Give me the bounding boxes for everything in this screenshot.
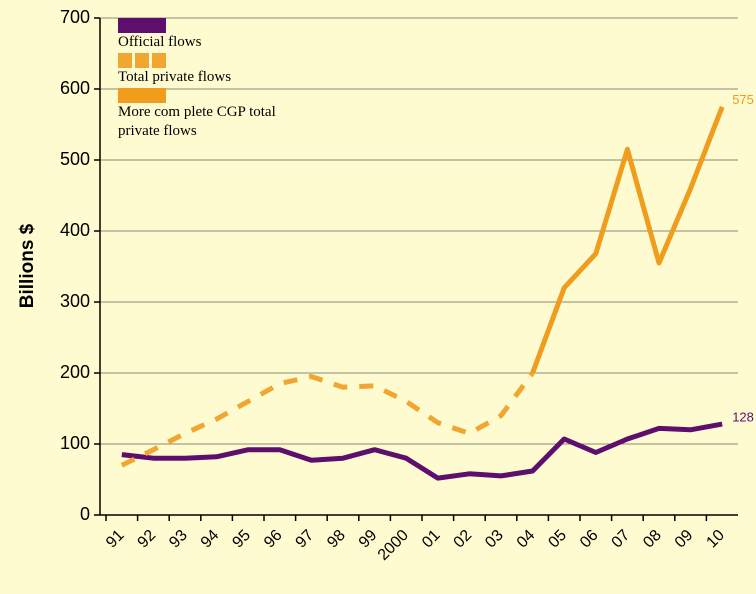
x-tick-label: 94 [198, 527, 223, 552]
x-tick-label: 93 [166, 527, 191, 552]
x-tick-label: 07 [609, 527, 634, 552]
y-tick-label: 500 [60, 149, 90, 169]
legend-swatch [118, 18, 166, 33]
x-tick-label: 04 [514, 527, 539, 552]
x-tick-label: 98 [324, 527, 349, 552]
legend-swatch [118, 53, 166, 68]
value-label: 575 [732, 92, 754, 107]
series-line [121, 421, 723, 481]
value-label: 128 [732, 410, 754, 425]
series-line [530, 105, 725, 374]
x-tick-label: 99 [356, 527, 381, 552]
legend: Official flows Total private flows More co… [118, 18, 308, 142]
x-tick-label: 08 [640, 527, 665, 552]
y-tick-label: 300 [60, 291, 90, 311]
y-tick-label: 700 [60, 7, 90, 27]
legend-label: Total private flows [118, 69, 232, 85]
y-tick-label: 200 [60, 362, 90, 382]
x-tick-label: 01 [419, 527, 444, 552]
x-tick-label: 05 [545, 527, 570, 552]
legend-label: More com plete CGP total private flows [118, 104, 276, 139]
x-tick-label: 91 [103, 527, 128, 552]
y-axis-label: Billions $ [17, 223, 38, 308]
x-tick-label: 09 [672, 527, 697, 552]
x-tick-label: 03 [482, 527, 507, 552]
series-line [120, 371, 535, 468]
legend-item: Official flows [118, 18, 308, 52]
y-tick-label: 600 [60, 78, 90, 98]
legend-label: Official flows [118, 34, 202, 50]
legend-swatch [118, 88, 166, 103]
x-tick-label: 96 [261, 527, 286, 552]
y-tick-label: 400 [60, 220, 90, 240]
x-tick-label: 97 [293, 527, 318, 552]
legend-item: More com plete CGP total private flows [118, 88, 308, 141]
x-tick-label: 06 [577, 527, 602, 552]
x-tick-label: 10 [703, 527, 728, 552]
x-tick-label: 92 [135, 527, 160, 552]
x-tick-label: 02 [451, 527, 476, 552]
x-tick-label: 2000 [375, 527, 412, 564]
y-tick-label: 0 [80, 504, 90, 524]
x-tick-label: 95 [229, 527, 254, 552]
legend-item: Total private flows [118, 53, 308, 87]
y-tick-label: 100 [60, 433, 90, 453]
